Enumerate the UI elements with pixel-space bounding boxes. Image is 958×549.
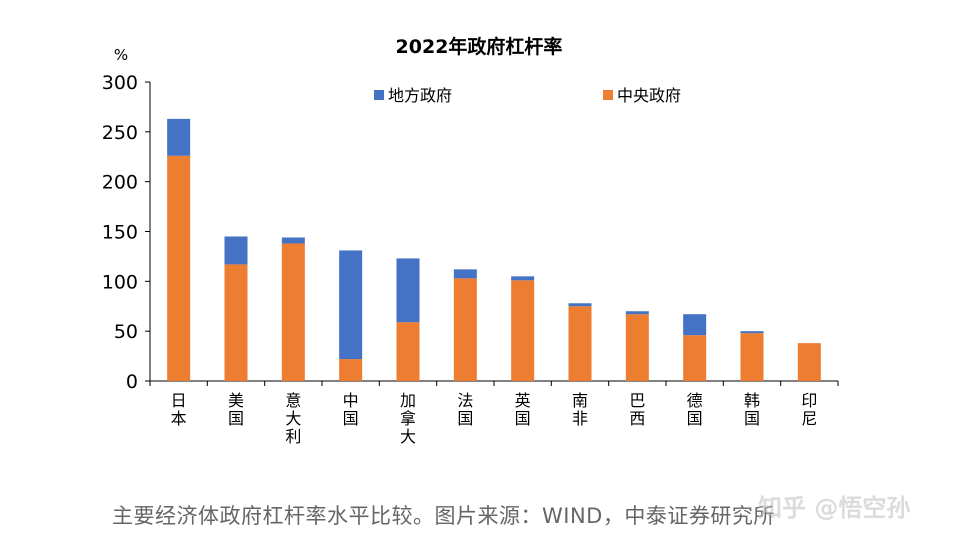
bar-segment	[683, 335, 707, 381]
bars	[167, 118, 821, 381]
legend: 地方政府 中央政府	[374, 86, 681, 105]
y-tick-label: 0	[126, 371, 138, 393]
bar-segment	[339, 250, 363, 360]
x-axis-labels: 日本 美国 意大利 中国 加拿大 法国 英国 南非 巴西 德国 韩国 印尼	[171, 391, 818, 446]
bar-segment	[281, 237, 305, 244]
x-tick-label: 中国	[343, 391, 359, 428]
chart-title: 2022年政府杠杆率	[396, 35, 563, 58]
bar-segment	[511, 280, 535, 381]
axes: 0 50 100 150 200 250 300	[102, 72, 839, 393]
bar-segment	[396, 258, 420, 323]
bar-segment	[453, 278, 477, 381]
y-tick-label: 100	[102, 271, 138, 293]
x-tick-label: 加拿大	[400, 391, 416, 446]
y-axis-unit: %	[114, 46, 128, 64]
bar-segment	[396, 322, 420, 381]
bar-segment	[453, 269, 477, 279]
bar-segment	[511, 276, 535, 281]
x-tick-label: 南非	[572, 391, 588, 428]
x-tick-label: 意大利	[285, 391, 301, 446]
bar-segment	[167, 155, 191, 381]
legend-swatch	[603, 90, 613, 100]
x-tick-label: 印尼	[801, 391, 817, 428]
bar-segment	[740, 333, 764, 381]
y-tick-label: 150	[102, 222, 138, 244]
bar-segment	[625, 311, 649, 315]
bar-segment	[167, 118, 191, 156]
bar-segment	[224, 264, 248, 381]
legend-label: 中央政府	[617, 86, 681, 105]
y-tick-label: 300	[102, 72, 138, 94]
x-tick-label: 法国	[457, 391, 473, 428]
x-tick-label: 美国	[228, 391, 244, 428]
y-tick-label: 50	[114, 321, 138, 343]
x-tick-label: 巴西	[629, 391, 645, 428]
legend-swatch	[374, 90, 384, 100]
bar-segment	[625, 314, 649, 381]
bar-segment	[740, 331, 764, 334]
watermark: 知乎 @悟空孙	[758, 494, 911, 522]
bar-segment	[281, 243, 305, 381]
legend-label: 地方政府	[388, 86, 452, 105]
caption: 主要经济体政府杠杆率水平比较。图片来源：WIND，中泰证券研究所	[112, 504, 775, 528]
x-tick-label: 韩国	[744, 391, 760, 428]
bar-segment	[683, 314, 707, 336]
bar-segment	[339, 359, 363, 381]
y-tick-label: 200	[102, 172, 138, 194]
bar-segment	[568, 303, 592, 307]
x-tick-label: 英国	[515, 391, 531, 428]
bar-segment	[224, 236, 248, 265]
bar-segment	[568, 306, 592, 381]
x-tick-label: 德国	[687, 391, 703, 428]
bar-segment	[797, 343, 821, 381]
y-tick-label: 250	[102, 122, 138, 144]
x-tick-label: 日本	[171, 391, 187, 428]
